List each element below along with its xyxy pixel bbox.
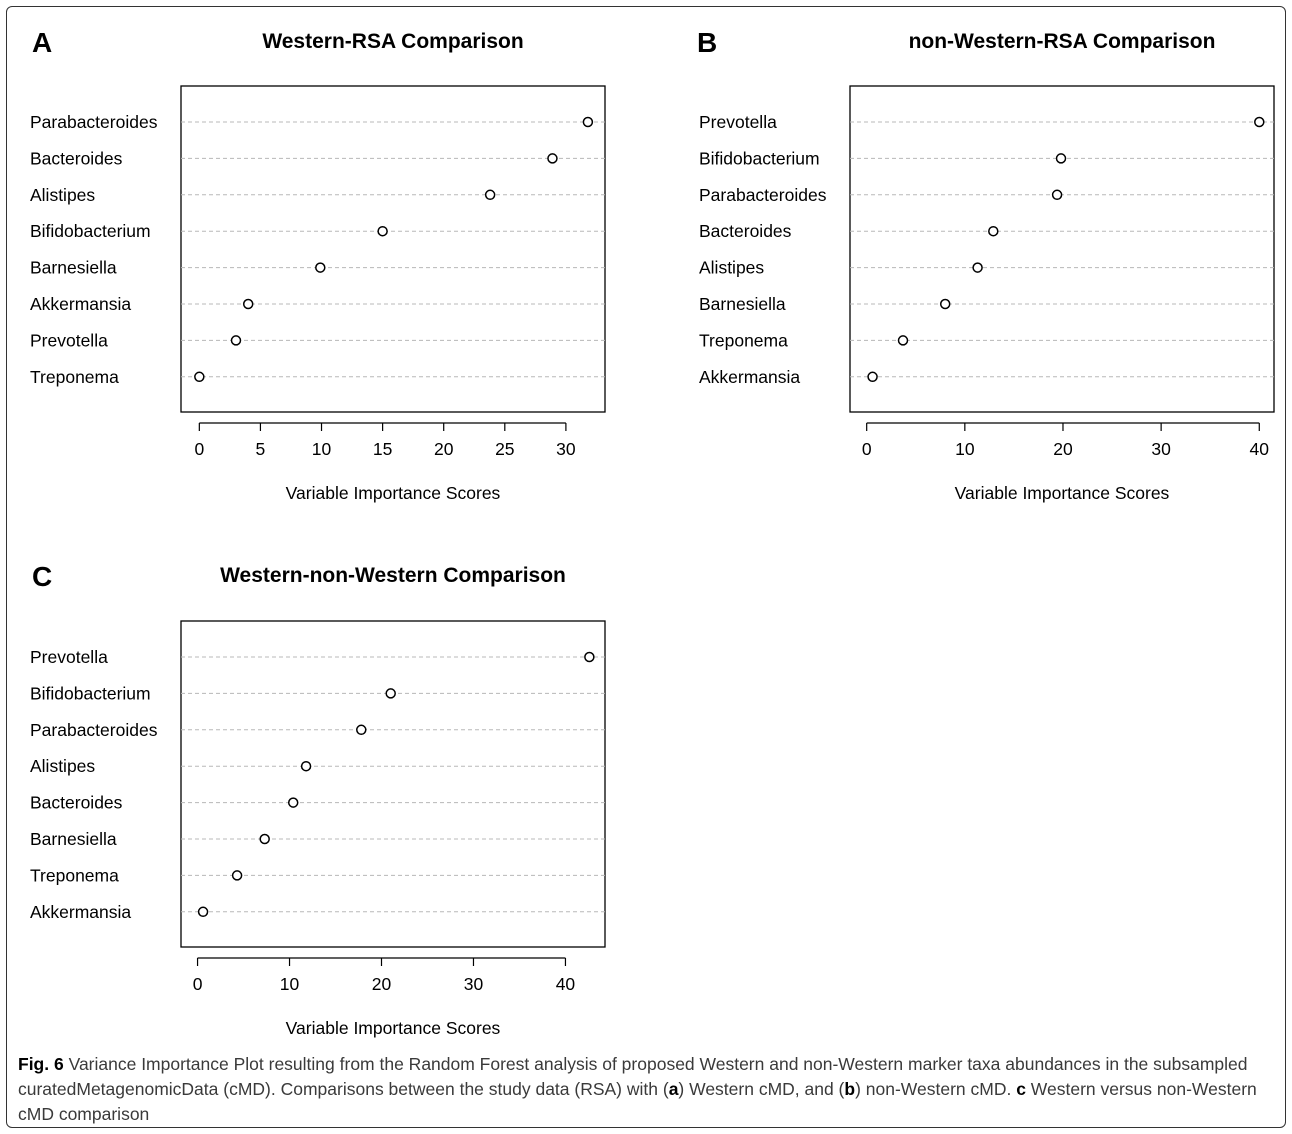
- panel-a-point: [315, 262, 326, 273]
- panel-c-x-axis: 0 10 20 30 40: [193, 957, 576, 994]
- panel-c-x-axis-label: Variable Importance Scores: [286, 1018, 501, 1038]
- panel-label-b: B: [697, 27, 717, 58]
- panel-a-category-label: Prevotella: [30, 330, 108, 350]
- panel-c-point: [385, 688, 396, 699]
- panel-a-tick-label: 5: [256, 439, 266, 459]
- panel-a-point: [484, 189, 496, 201]
- panel-b-category-label: Bifidobacterium: [699, 148, 820, 168]
- panel-a-category-label: Barnesiella: [30, 258, 117, 278]
- panel-b-x-axis-label: Variable Importance Scores: [955, 483, 1170, 503]
- panel-c-tick-label: 0: [193, 974, 203, 994]
- figure-caption: Fig. 6 Variance Importance Plot resultin…: [18, 1052, 1280, 1127]
- panel-c-point: [197, 906, 209, 918]
- panel-c-category-label: Akkermansia: [30, 902, 131, 922]
- panel-b-tick-label: 30: [1151, 439, 1171, 459]
- panel-a-category-label: Parabacteroides: [30, 112, 158, 132]
- panel-b-category-label: Parabacteroides: [699, 185, 827, 205]
- panel-a-tick-label: 15: [373, 439, 392, 459]
- panel-c-category-label: Bacteroides: [30, 793, 123, 813]
- panel-b-point: [972, 262, 983, 273]
- panel-c-tick-label: 40: [556, 974, 576, 994]
- panel-a-tick-label: 10: [312, 439, 332, 459]
- panel-b: B non-Western-RSA Comparison Prevotella B…: [697, 27, 1275, 503]
- panel-a-title: Western-RSA Comparison: [262, 30, 523, 53]
- panel-c-rows: Prevotella Bifidobacterium Parabacteroides…: [30, 647, 605, 922]
- figure-canvas: A Western-RSA Comparison Parabacteroides…: [30, 27, 1275, 1038]
- panel-c-point: [584, 651, 595, 663]
- panel-b-category-label: Barnesiella: [699, 294, 786, 314]
- panel-b-point: [897, 335, 909, 346]
- caption-bold-b: b: [844, 1079, 856, 1099]
- caption-bold-a: a: [668, 1079, 679, 1099]
- panel-b-tick-label: 40: [1250, 439, 1270, 459]
- panel-b-tick-label: 20: [1053, 439, 1073, 459]
- panel-a-category-label: Bifidobacterium: [30, 221, 151, 241]
- panel-b-point: [1055, 153, 1067, 164]
- panel-b-tick-label: 10: [955, 439, 975, 459]
- panel-a-plot-box: [180, 85, 606, 413]
- panel-b-category-label: Akkermansia: [699, 367, 800, 387]
- panel-b-category-label: Treponema: [699, 330, 788, 350]
- panel-a-point: [547, 153, 558, 164]
- caption-text-2: ) Western cMD, and (: [678, 1079, 845, 1099]
- panel-a: A Western-RSA Comparison Parabacteroides…: [30, 27, 606, 503]
- panel-c-point: [356, 724, 367, 736]
- panel-c-point: [300, 760, 312, 772]
- panel-b-title: non-Western-RSA Comparison: [909, 30, 1216, 53]
- panel-c-tick-label: 30: [464, 974, 484, 994]
- panel-c-category-label: Treponema: [30, 865, 119, 885]
- caption-text-3: ) non-Western cMD.: [855, 1079, 1017, 1099]
- panel-c-tick-label: 20: [372, 974, 392, 994]
- panel-c-tick-label: 10: [280, 974, 300, 994]
- panel-c-category-label: Prevotella: [30, 647, 108, 667]
- panel-c-point: [259, 833, 270, 845]
- caption-text-4: Western versus non-Western cMD compariso…: [18, 1079, 1257, 1124]
- panel-a-x-axis: 0 5 10 15 20 25 30: [194, 422, 576, 459]
- panel-c: C Western-non-Western Comparison Prevote…: [30, 561, 606, 1038]
- panel-a-category-label: Treponema: [30, 367, 119, 387]
- panel-a-rows: Parabacteroides Bacteroides Alistipes Bifid…: [30, 112, 605, 387]
- panel-a-point: [377, 225, 388, 237]
- panel-b-point: [988, 225, 999, 237]
- panel-a-point: [582, 116, 594, 128]
- panel-b-plot-box: [849, 85, 1275, 413]
- panel-a-category-label: Alistipes: [30, 185, 95, 205]
- caption-fig-label: Fig. 6: [18, 1054, 64, 1074]
- panel-c-category-label: Bifidobacterium: [30, 683, 151, 703]
- panel-b-point: [1051, 189, 1063, 201]
- panel-a-point: [230, 335, 242, 346]
- caption-text-1: Variance Importance Plot resulting from …: [18, 1054, 1248, 1099]
- panel-b-rows: Prevotella Bifidobacterium Parabacteroides…: [699, 112, 1274, 387]
- panel-c-point: [287, 797, 299, 808]
- panel-label-a: A: [32, 27, 52, 58]
- panel-b-category-label: Alistipes: [699, 258, 764, 278]
- panel-b-x-axis: 0 10 20 30 40: [862, 422, 1270, 459]
- panel-b-category-label: Bacteroides: [699, 221, 792, 241]
- panel-b-point: [939, 298, 951, 310]
- caption-bold-c: c: [1016, 1079, 1026, 1099]
- panel-c-category-label: Alistipes: [30, 756, 95, 776]
- panel-b-category-label: Prevotella: [699, 112, 777, 132]
- panel-a-point: [242, 298, 254, 310]
- panel-a-tick-label: 20: [434, 439, 454, 459]
- panel-b-point: [1254, 116, 1265, 128]
- panel-c-category-label: Barnesiella: [30, 829, 117, 849]
- panel-a-point: [194, 371, 205, 383]
- panel-a-tick-label: 0: [194, 439, 204, 459]
- panel-c-title: Western-non-Western Comparison: [220, 564, 566, 587]
- figure-frame: [6, 6, 1286, 1128]
- panel-a-tick-label: 30: [556, 439, 576, 459]
- panel-b-point: [867, 371, 878, 383]
- panel-c-plot-box: [180, 620, 606, 948]
- panel-c-point: [231, 870, 243, 881]
- panel-c-category-label: Parabacteroides: [30, 720, 158, 740]
- panel-a-category-label: Akkermansia: [30, 294, 131, 314]
- panel-a-category-label: Bacteroides: [30, 148, 123, 168]
- panel-a-x-axis-label: Variable Importance Scores: [286, 483, 501, 503]
- panel-a-tick-label: 25: [495, 439, 514, 459]
- panel-label-c: C: [32, 561, 52, 592]
- panel-b-tick-label: 0: [862, 439, 872, 459]
